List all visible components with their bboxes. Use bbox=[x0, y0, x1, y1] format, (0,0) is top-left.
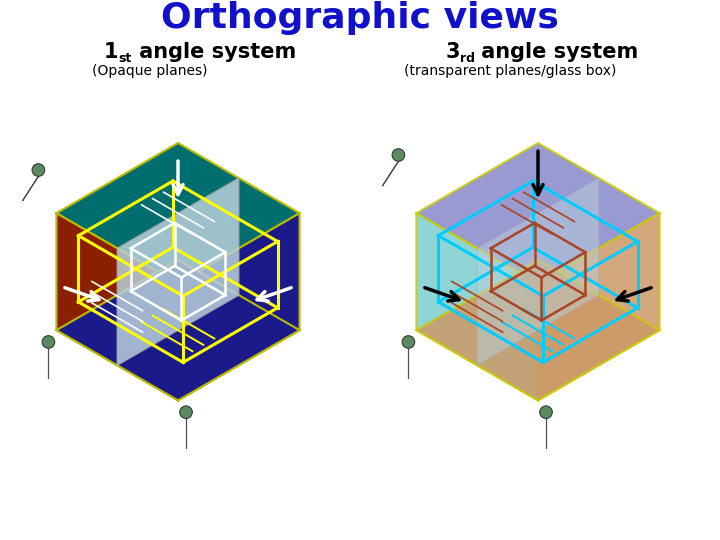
Text: 3: 3 bbox=[446, 42, 460, 62]
Circle shape bbox=[540, 406, 552, 418]
Polygon shape bbox=[178, 213, 300, 400]
Circle shape bbox=[42, 336, 55, 348]
Text: angle system: angle system bbox=[132, 42, 296, 62]
Text: Orthographic views: Orthographic views bbox=[161, 1, 559, 35]
Text: 1: 1 bbox=[104, 42, 118, 62]
Polygon shape bbox=[416, 260, 660, 400]
Circle shape bbox=[392, 148, 405, 161]
Polygon shape bbox=[477, 178, 599, 365]
Polygon shape bbox=[538, 213, 660, 400]
Polygon shape bbox=[416, 213, 538, 400]
Text: angle system: angle system bbox=[474, 42, 638, 62]
Circle shape bbox=[32, 164, 45, 177]
Polygon shape bbox=[382, 158, 401, 186]
Polygon shape bbox=[117, 178, 239, 365]
Text: (Opaque planes): (Opaque planes) bbox=[92, 64, 208, 78]
Polygon shape bbox=[22, 173, 41, 201]
Text: rd: rd bbox=[460, 52, 475, 65]
Polygon shape bbox=[56, 260, 300, 400]
Polygon shape bbox=[416, 143, 660, 284]
Text: st: st bbox=[118, 52, 131, 65]
Circle shape bbox=[180, 406, 192, 418]
Text: (transparent planes/glass box): (transparent planes/glass box) bbox=[404, 64, 616, 78]
Polygon shape bbox=[56, 213, 178, 400]
Polygon shape bbox=[56, 143, 300, 284]
Circle shape bbox=[402, 336, 415, 348]
